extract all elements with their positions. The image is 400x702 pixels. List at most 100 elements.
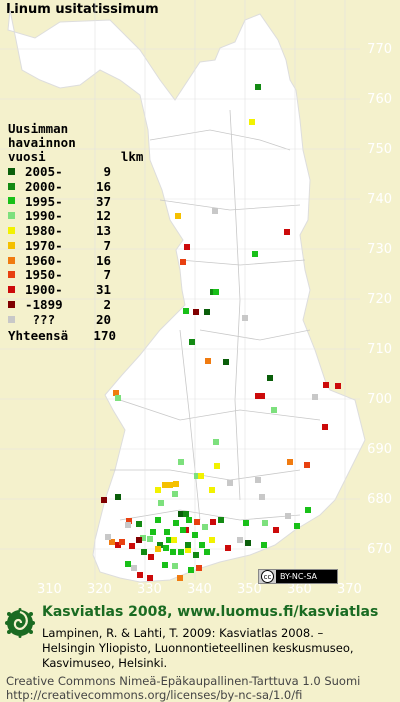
map-title: Linum usitatissimum bbox=[6, 2, 159, 17]
observation-point bbox=[212, 208, 218, 214]
observation-point bbox=[115, 395, 121, 401]
observation-point bbox=[252, 251, 258, 257]
observation-point bbox=[245, 540, 251, 546]
legend-row: 1900- 31 bbox=[8, 282, 143, 297]
legend-row: 1950- 7 bbox=[8, 267, 143, 282]
observation-point bbox=[126, 518, 132, 524]
y-tick-750: 750 bbox=[367, 142, 392, 157]
legend-total-count: 170 bbox=[93, 327, 116, 343]
y-tick-740: 740 bbox=[367, 192, 392, 207]
kasviatlas-logo-icon bbox=[5, 608, 35, 638]
legend-row-count: 20 bbox=[95, 311, 111, 327]
legend-row-count: 16 bbox=[95, 252, 111, 268]
finland-outline bbox=[7, 9, 366, 583]
observation-point bbox=[192, 532, 198, 538]
observation-point bbox=[183, 511, 189, 517]
kasviatlas-title[interactable]: Kasviatlas 2008, www.luomus.fi/kasviatla… bbox=[42, 604, 379, 620]
observation-point bbox=[204, 549, 210, 555]
observation-point bbox=[271, 407, 277, 413]
observation-point bbox=[166, 537, 172, 543]
observation-point bbox=[194, 519, 200, 525]
observation-point bbox=[323, 382, 329, 388]
observation-point bbox=[202, 524, 208, 530]
observation-point bbox=[164, 529, 170, 535]
y-tick-760: 760 bbox=[367, 92, 392, 107]
observation-point bbox=[194, 473, 200, 479]
legend-row-label: -1899 bbox=[25, 297, 63, 313]
observation-point bbox=[119, 539, 125, 545]
observation-point bbox=[162, 562, 168, 568]
observation-point bbox=[305, 507, 311, 513]
observation-point bbox=[210, 519, 216, 525]
legend-swatch bbox=[8, 286, 15, 294]
observation-point bbox=[137, 572, 143, 578]
observation-point bbox=[140, 535, 146, 541]
observation-point bbox=[178, 549, 184, 555]
observation-point bbox=[155, 517, 161, 523]
observation-point bbox=[249, 119, 255, 125]
observation-point bbox=[284, 229, 290, 235]
license-line-2[interactable]: http://creativecommons.org/licenses/by-n… bbox=[6, 688, 303, 702]
observation-point bbox=[262, 520, 268, 526]
observation-point bbox=[131, 565, 137, 571]
x-tick-370: 370 bbox=[337, 582, 362, 597]
observation-point bbox=[218, 517, 224, 523]
observation-point bbox=[243, 520, 249, 526]
observation-point bbox=[267, 375, 273, 381]
distribution-map bbox=[0, 0, 366, 583]
legend-row: 1990- 12 bbox=[8, 208, 143, 223]
observation-point bbox=[147, 575, 153, 581]
observation-point bbox=[109, 539, 115, 545]
legend-swatch bbox=[8, 167, 15, 175]
legend-header-3: vuosi lkm bbox=[8, 149, 144, 164]
legend-swatch bbox=[8, 256, 15, 264]
observation-point bbox=[178, 511, 184, 517]
legend-total: Yhteensä 170 bbox=[8, 328, 143, 343]
observation-point bbox=[304, 462, 310, 468]
observation-point bbox=[162, 482, 168, 488]
observation-point bbox=[155, 487, 161, 493]
observation-point bbox=[115, 494, 121, 500]
y-tick-770: 770 bbox=[367, 42, 392, 57]
observation-point bbox=[125, 561, 131, 567]
observation-point bbox=[172, 491, 178, 497]
observation-point bbox=[185, 547, 191, 553]
observation-point bbox=[214, 463, 220, 469]
legend-row-count: 37 bbox=[95, 193, 111, 209]
observation-point bbox=[150, 529, 156, 535]
observation-point bbox=[180, 527, 186, 533]
observation-point bbox=[147, 536, 153, 542]
y-tick-680: 680 bbox=[367, 492, 392, 507]
observation-point bbox=[196, 565, 202, 571]
legend-row: ??? 20 bbox=[8, 312, 143, 327]
cc-license-badge[interactable]: cc BY-NC-SA bbox=[258, 569, 338, 584]
observation-point bbox=[209, 537, 215, 543]
legend-row: 2005- 9 bbox=[8, 164, 143, 179]
legend-header-2: havainnon bbox=[8, 135, 76, 150]
observation-point bbox=[177, 575, 183, 581]
observation-point bbox=[287, 459, 293, 465]
legend-row-label: 1900- bbox=[25, 282, 63, 298]
observation-point bbox=[204, 309, 210, 315]
observation-point bbox=[115, 542, 121, 548]
observation-point bbox=[167, 482, 173, 488]
legend-row: 1980- 13 bbox=[8, 223, 143, 238]
legend-swatch bbox=[8, 197, 15, 205]
y-tick-690: 690 bbox=[367, 442, 392, 457]
observation-point bbox=[163, 545, 169, 551]
legend-swatch bbox=[8, 271, 15, 279]
legend-header-1: Uusimman bbox=[8, 121, 69, 136]
y-tick-730: 730 bbox=[367, 242, 392, 257]
observation-point bbox=[185, 542, 191, 548]
observation-point bbox=[205, 358, 211, 364]
x-tick-350: 350 bbox=[237, 582, 262, 597]
observation-point bbox=[199, 542, 205, 548]
legend: Uusimman havainnon vuosi lkm 2005- 9 2000-… bbox=[8, 122, 143, 343]
legend-row-label: ??? bbox=[25, 311, 56, 327]
x-tick-330: 330 bbox=[137, 582, 162, 597]
legend-row-label: 1980- bbox=[25, 223, 63, 239]
region-borders bbox=[110, 109, 321, 521]
legend-row: 1995- 37 bbox=[8, 194, 143, 209]
observation-point bbox=[312, 394, 318, 400]
legend-row: 2000- 16 bbox=[8, 179, 143, 194]
